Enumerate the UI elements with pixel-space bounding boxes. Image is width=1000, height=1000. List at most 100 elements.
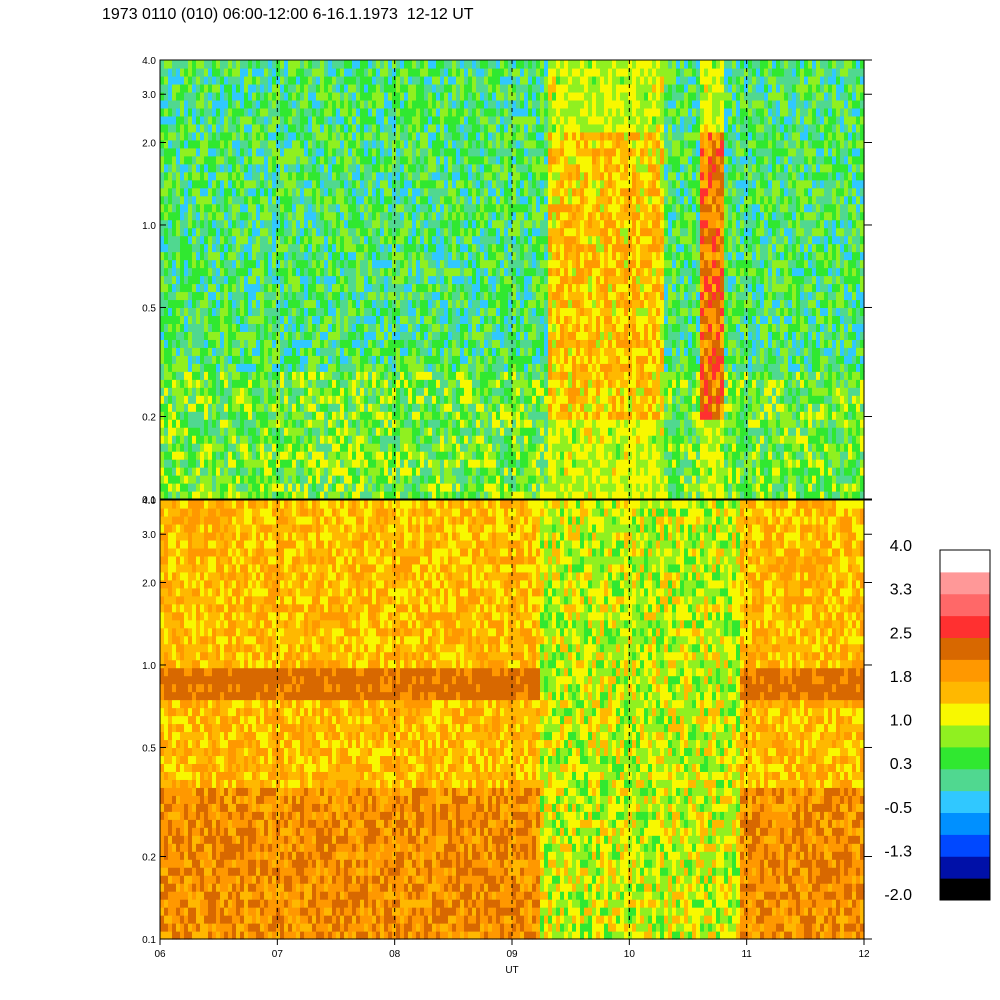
heatmap-cell <box>228 204 233 213</box>
heatmap-cell <box>468 228 473 237</box>
heatmap-cell <box>272 140 277 149</box>
heatmap-cell <box>432 276 437 285</box>
heatmap-cell <box>400 491 405 500</box>
heatmap-cell <box>220 84 225 93</box>
heatmap-cell <box>300 467 305 476</box>
heatmap-cell <box>520 395 525 404</box>
heatmap-cell <box>288 116 293 125</box>
heatmap-cell <box>308 228 313 237</box>
heatmap-cell <box>396 379 401 388</box>
heatmap-cell <box>288 244 293 253</box>
heatmap-cell <box>388 132 393 141</box>
heatmap-cell <box>184 188 189 197</box>
heatmap-cell <box>428 76 433 85</box>
heatmap-cell <box>160 148 165 157</box>
heatmap-cell <box>256 403 261 412</box>
heatmap-cell <box>388 188 393 197</box>
heatmap-cell <box>456 124 461 133</box>
heatmap-cell <box>440 315 445 324</box>
heatmap-cell <box>408 307 413 316</box>
heatmap-cell <box>172 435 177 444</box>
heatmap-cell <box>512 108 517 117</box>
heatmap-cell <box>180 124 185 133</box>
heatmap-cell <box>220 164 225 173</box>
heatmap-cell <box>404 268 409 277</box>
heatmap-cell <box>172 116 177 125</box>
heatmap-cell <box>372 395 377 404</box>
heatmap-cell <box>456 483 461 492</box>
heatmap-cell <box>200 140 205 149</box>
heatmap-cell <box>372 339 377 348</box>
heatmap-cell <box>380 228 385 237</box>
heatmap-cell <box>484 76 489 85</box>
heatmap-cell <box>472 403 477 412</box>
heatmap-cell <box>304 108 309 117</box>
heatmap-cell <box>188 220 193 229</box>
heatmap-cell <box>348 132 353 141</box>
heatmap-cell <box>204 427 209 436</box>
heatmap-cell <box>488 204 493 213</box>
heatmap-cell <box>440 483 445 492</box>
heatmap-cell <box>516 411 521 420</box>
heatmap-cell <box>196 236 201 245</box>
heatmap-cell <box>296 387 301 396</box>
heatmap-cell <box>200 491 205 500</box>
heatmap-cell <box>476 268 481 277</box>
heatmap-cell <box>180 76 185 85</box>
heatmap-cell <box>220 299 225 308</box>
heatmap-cell <box>380 283 385 292</box>
heatmap-cell <box>292 491 297 500</box>
heatmap-cell <box>196 268 201 277</box>
heatmap-cell <box>408 84 413 93</box>
heatmap-cell <box>400 132 405 141</box>
heatmap-cell <box>520 411 525 420</box>
heatmap-cell <box>344 148 349 157</box>
heatmap-cell <box>204 268 209 277</box>
heatmap-cell <box>284 483 289 492</box>
heatmap-cell <box>308 132 313 141</box>
heatmap-cell <box>404 387 409 396</box>
heatmap-cell <box>300 84 305 93</box>
heatmap-cell <box>348 395 353 404</box>
heatmap-cell <box>428 403 433 412</box>
heatmap-cell <box>480 260 485 269</box>
heatmap-cell <box>212 323 217 332</box>
heatmap-cell <box>256 347 261 356</box>
heatmap-cell <box>320 323 325 332</box>
heatmap-cell <box>312 116 317 125</box>
heatmap-cell <box>260 92 265 101</box>
heatmap-cell <box>284 276 289 285</box>
heatmap-cell <box>188 164 193 173</box>
heatmap-cell <box>324 403 329 412</box>
heatmap-cell <box>196 435 201 444</box>
heatmap-cell <box>308 236 313 245</box>
heatmap-cell <box>256 220 261 229</box>
heatmap-cell <box>304 276 309 285</box>
heatmap-cell <box>308 483 313 492</box>
heatmap-cell <box>516 443 521 452</box>
heatmap-cell <box>404 419 409 428</box>
heatmap-cell <box>520 299 525 308</box>
heatmap-cell <box>336 156 341 165</box>
heatmap-cell <box>272 212 277 221</box>
heatmap-cell <box>348 339 353 348</box>
heatmap-cell <box>180 60 185 69</box>
heatmap-cell <box>308 76 313 85</box>
heatmap-cell <box>280 156 285 165</box>
heatmap-cell <box>172 132 177 141</box>
heatmap-cell <box>172 204 177 213</box>
heatmap-cell <box>388 435 393 444</box>
heatmap-cell <box>344 363 349 372</box>
heatmap-cell <box>188 108 193 117</box>
heatmap-cell <box>172 276 177 285</box>
heatmap-cell <box>492 379 497 388</box>
heatmap-cell <box>488 451 493 460</box>
heatmap-cell <box>460 323 465 332</box>
heatmap-cell <box>412 220 417 229</box>
heatmap-cell <box>428 387 433 396</box>
heatmap-cell <box>424 491 429 500</box>
heatmap-cell <box>340 84 345 93</box>
heatmap-cell <box>368 132 373 141</box>
heatmap-cell <box>172 220 177 229</box>
heatmap-cell <box>396 411 401 420</box>
